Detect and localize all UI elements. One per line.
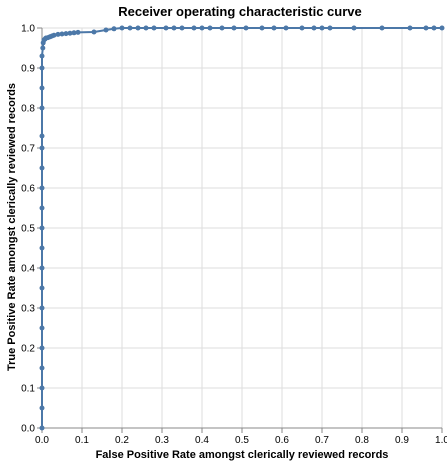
grid [41, 27, 443, 429]
y-axis-title: True Positive Rate amongst clerically re… [6, 83, 18, 371]
roc-point-2 [39, 385, 45, 391]
roc-point-54 [283, 25, 289, 31]
roc-point-59 [351, 25, 357, 31]
x-tick-label-4: 0.4 [195, 435, 209, 446]
x-tick-label-7: 0.7 [315, 435, 329, 446]
roc-point-37 [111, 26, 117, 32]
roc-point-45 [179, 25, 185, 31]
roc-point-61 [407, 25, 413, 31]
y-tick-label-2: 0.2 [21, 344, 35, 355]
roc-point-36 [103, 27, 109, 33]
roc-point-49 [219, 25, 225, 31]
x-axis-title: False Positive Rate amongst clerically r… [96, 449, 389, 461]
roc-point-6 [39, 305, 45, 311]
roc-point-28 [51, 32, 57, 38]
roc-point-4 [39, 345, 45, 351]
roc-point-30 [59, 31, 65, 37]
roc-point-11 [39, 205, 45, 211]
roc-point-42 [151, 25, 157, 31]
roc-point-56 [311, 25, 317, 31]
x-tick-label-3: 0.3 [155, 435, 169, 446]
y-tick-label-10: 1.0 [21, 24, 35, 35]
roc-point-8 [39, 265, 45, 271]
roc-point-16 [39, 105, 45, 111]
roc-point-5 [39, 325, 45, 331]
y-axis-ticks: 0.0 0.1 0.2 0.3 0.4 0.5 0.6 0.7 0.8 0.9 1.0 [21, 24, 42, 435]
roc-point-18 [39, 65, 45, 71]
roc-point-14 [39, 145, 45, 151]
roc-point-57 [319, 25, 325, 31]
roc-point-64 [439, 25, 445, 31]
roc-point-48 [207, 25, 213, 31]
y-tick-label-9: 0.9 [21, 64, 35, 75]
roc-point-34 [75, 29, 81, 35]
roc-point-17 [39, 85, 45, 91]
x-tick-label-10: 1.0 [435, 435, 447, 446]
roc-point-29 [55, 31, 61, 37]
roc-point-1 [39, 405, 45, 411]
roc-point-19 [39, 53, 45, 59]
x-axis-ticks: 0.0 0.1 0.2 0.3 0.4 0.5 0.6 0.7 0.8 0.9 1.0 [35, 428, 447, 446]
roc-point-39 [127, 25, 133, 31]
roc-point-55 [299, 25, 305, 31]
roc-point-31 [63, 31, 69, 37]
roc-point-0 [39, 425, 45, 431]
roc-point-38 [119, 25, 125, 31]
x-tick-label-2: 0.2 [115, 435, 129, 446]
roc-point-53 [271, 25, 277, 31]
roc-point-7 [39, 285, 45, 291]
roc-point-52 [259, 25, 265, 31]
x-tick-label-5: 0.5 [235, 435, 249, 446]
roc-point-3 [39, 365, 45, 371]
roc-point-13 [39, 165, 45, 171]
roc-point-9 [39, 245, 45, 251]
x-tick-label-6: 0.6 [275, 435, 289, 446]
roc-point-51 [243, 25, 249, 31]
roc-point-60 [379, 25, 385, 31]
roc-point-32 [67, 30, 73, 36]
y-tick-label-3: 0.3 [21, 304, 35, 315]
roc-point-20 [40, 45, 46, 51]
x-tick-label-1: 0.1 [75, 435, 89, 446]
roc-series [39, 25, 445, 431]
y-tick-label-0: 0.0 [21, 424, 35, 435]
roc-point-62 [423, 25, 429, 31]
y-tick-label-7: 0.7 [21, 144, 35, 155]
roc-point-15 [39, 133, 45, 139]
roc-point-33 [71, 30, 77, 36]
roc-point-44 [171, 25, 177, 31]
y-tick-label-1: 0.1 [21, 384, 35, 395]
roc-point-50 [231, 25, 237, 31]
y-tick-label-6: 0.6 [21, 184, 35, 195]
roc-point-40 [135, 25, 141, 31]
roc-point-47 [199, 25, 205, 31]
roc-point-58 [327, 25, 333, 31]
y-tick-label-8: 0.8 [21, 104, 35, 115]
x-tick-label-0: 0.0 [35, 435, 49, 446]
x-tick-label-8: 0.8 [355, 435, 369, 446]
y-tick-label-5: 0.5 [21, 224, 35, 235]
roc-point-63 [431, 25, 437, 31]
roc-point-43 [163, 25, 169, 31]
roc-point-10 [39, 225, 45, 231]
y-tick-label-4: 0.4 [21, 264, 35, 275]
x-tick-label-9: 0.9 [395, 435, 409, 446]
roc-point-12 [39, 185, 45, 191]
chart-title: Receiver operating characteristic curve [118, 4, 362, 19]
roc-point-35 [91, 29, 97, 35]
roc-point-46 [191, 25, 197, 31]
roc-point-41 [143, 25, 149, 31]
